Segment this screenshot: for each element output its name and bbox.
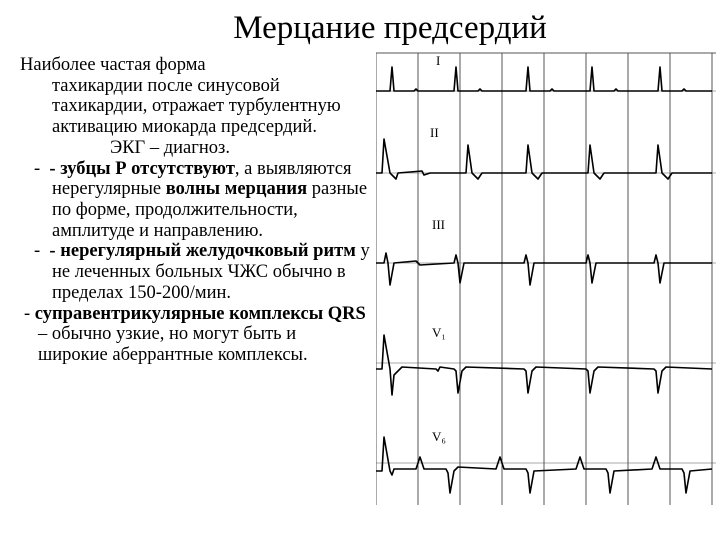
slide-title: Мерцание предсердий <box>80 10 700 47</box>
svg-text:I: I <box>436 53 440 68</box>
svg-text:III: III <box>432 217 445 232</box>
diag-heading: ЭКГ – диагноз. <box>20 138 370 159</box>
bullet-2: - - нерегулярный желудочковый ритм у не … <box>20 241 370 303</box>
para-intro-rest: тахикардии после синусовой тахикардии, о… <box>20 76 370 138</box>
ecg-chart: IIIIIIV₁V₆ <box>376 55 700 366</box>
svg-text:V₁: V₁ <box>432 325 446 340</box>
svg-text:V₆: V₆ <box>432 429 446 444</box>
ecg-svg: IIIIIIV₁V₆ <box>376 49 716 509</box>
para-intro-line1: Наиболее частая форма <box>20 55 370 76</box>
bullet-3: - суправентрикулярные комплексы QRS – об… <box>20 304 370 366</box>
svg-text:II: II <box>430 125 439 140</box>
text-column: Наиболее частая форма тахикардии после с… <box>20 55 370 366</box>
bullet-1: - - зубцы Р отсутствуют, а выявляются не… <box>20 159 370 242</box>
